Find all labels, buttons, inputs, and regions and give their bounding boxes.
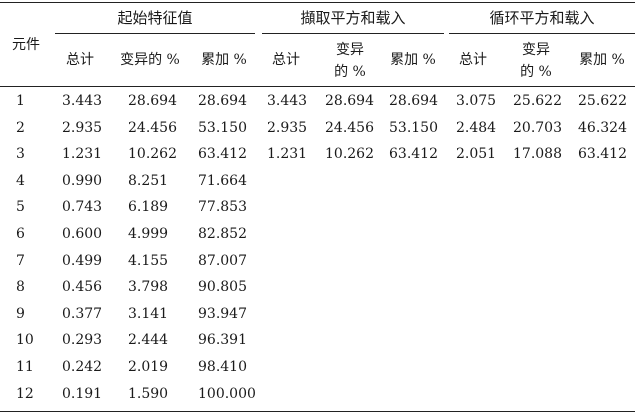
row-label: 12 (16, 385, 34, 402)
col-header-total-3: 总计 (459, 52, 487, 68)
table-cell: 0.600 (62, 226, 103, 242)
row-header: 元件 (12, 37, 40, 53)
table-cell: 25.622 (513, 93, 562, 109)
table-cell: 28.694 (389, 93, 438, 109)
table-cell: 63.412 (389, 146, 438, 163)
group-title-initial-eigenvalues: 起始特征值 (117, 9, 193, 27)
table-cell: 0.191 (62, 385, 103, 402)
bottom-rule (0, 411, 635, 412)
table-cell: 0.242 (62, 359, 103, 375)
row-label: 6 (16, 226, 25, 242)
table-cell: 2.935 (267, 119, 308, 136)
table-cell: 28.694 (325, 93, 374, 109)
table-cell: 24.456 (325, 119, 374, 136)
table-cell: 0.990 (62, 172, 103, 189)
table-cell: 1.590 (128, 385, 169, 402)
table-cell: 63.412 (198, 146, 247, 163)
col-header-variance-1: 变异的 % (120, 52, 180, 68)
table-cell: 0.499 (62, 252, 103, 269)
group-title-extraction: 擷取平方和载入 (300, 9, 406, 27)
group-underline-3 (449, 33, 635, 34)
col-header-variance-2: 变异 的 % (334, 42, 366, 80)
group-underline-2 (262, 33, 444, 34)
row-label: 9 (16, 305, 25, 322)
row-label: 3 (16, 146, 25, 163)
row-label: 1 (16, 93, 25, 109)
row-label: 2 (16, 119, 25, 136)
row-label: 4 (16, 172, 25, 189)
header-rule (0, 86, 635, 87)
table-cell: 82.852 (198, 226, 247, 242)
group-underline-1 (55, 33, 255, 34)
table-cell: 71.664 (198, 172, 247, 189)
row-label: 10 (16, 332, 34, 349)
table-cell: 1.231 (267, 146, 308, 163)
table-cell: 90.805 (198, 279, 247, 296)
table-cell: 6.189 (128, 199, 169, 216)
row-label: 8 (16, 279, 25, 296)
table-cell: 98.410 (198, 359, 247, 375)
row-label: 5 (16, 199, 25, 216)
table-cell: 3.141 (128, 305, 169, 322)
table-cell: 24.456 (128, 119, 177, 136)
col-header-cumulative-3: 累加 % (579, 52, 625, 68)
col-header-cumulative-1: 累加 % (201, 52, 247, 68)
table-cell: 3.798 (128, 279, 169, 296)
table-cell: 96.391 (198, 332, 247, 349)
table-cell: 53.150 (389, 119, 438, 136)
table-cell: 0.743 (62, 199, 103, 216)
table-cell: 93.947 (198, 305, 247, 322)
table-cell: 53.150 (198, 119, 247, 136)
table-cell: 46.324 (578, 119, 627, 136)
table-cell: 0.293 (62, 332, 103, 349)
table-cell: 2.019 (128, 359, 169, 375)
table-cell: 3.443 (267, 93, 308, 109)
col-header-total-2: 总计 (272, 52, 300, 68)
top-rule (0, 2, 635, 3)
table-cell: 8.251 (128, 172, 169, 189)
col-header-total-1: 总计 (66, 52, 94, 68)
table-cell: 77.853 (198, 199, 247, 216)
table-cell: 17.088 (513, 146, 562, 163)
table-cell: 25.622 (578, 93, 627, 109)
table-cell: 28.694 (128, 93, 177, 109)
table-cell: 100.000 (198, 385, 256, 402)
table-cell: 63.412 (578, 146, 627, 163)
table-cell: 0.456 (62, 279, 103, 296)
table-cell: 10.262 (325, 146, 374, 163)
table-cell: 20.703 (513, 119, 562, 136)
row-label: 7 (16, 252, 25, 269)
table-cell: 2.444 (128, 332, 169, 349)
col-header-cumulative-2: 累加 % (390, 52, 436, 68)
table-cell: 2.484 (456, 119, 497, 136)
table-cell: 4.155 (128, 252, 169, 269)
row-label: 11 (16, 359, 34, 375)
group-title-rotation: 循环平方和载入 (489, 9, 595, 27)
table-cell: 0.377 (62, 305, 103, 322)
table-cell: 1.231 (62, 146, 103, 163)
table-cell: 28.694 (198, 93, 247, 109)
table-cell: 10.262 (128, 146, 177, 163)
table-cell: 3.075 (456, 93, 497, 109)
table-cell: 3.443 (62, 93, 103, 109)
table-cell: 4.999 (128, 226, 169, 242)
table-cell: 2.935 (62, 119, 103, 136)
col-header-variance-3: 变异 的 % (520, 42, 552, 80)
table-cell: 87.007 (198, 252, 247, 269)
table-cell: 2.051 (456, 146, 497, 163)
